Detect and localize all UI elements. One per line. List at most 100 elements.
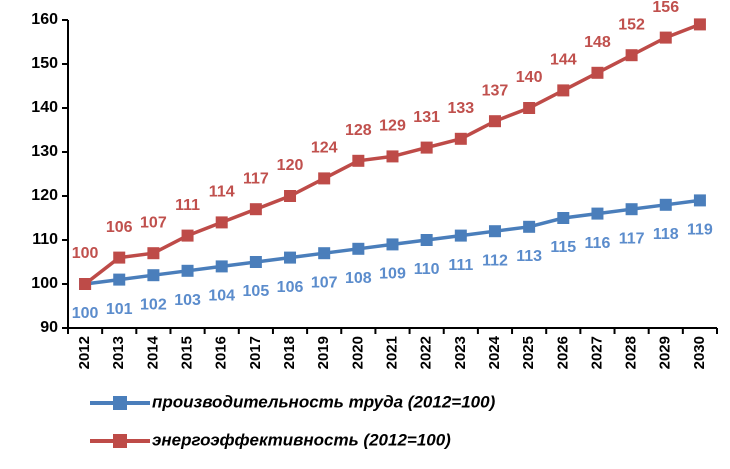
marker <box>557 212 570 224</box>
marker <box>420 141 433 154</box>
marker <box>625 203 638 216</box>
marker <box>284 190 297 202</box>
y-tick-label: 150 <box>31 55 58 72</box>
data-label: 156 <box>652 0 679 16</box>
x-tick-label: 2029 <box>657 336 674 369</box>
marker <box>693 194 706 207</box>
data-label: 106 <box>106 219 133 236</box>
data-label: 109 <box>379 266 406 283</box>
data-label: 115 <box>550 239 576 256</box>
data-label: 105 <box>243 283 270 300</box>
marker <box>352 242 365 255</box>
data-label: 114 <box>209 184 235 201</box>
marker <box>591 207 604 220</box>
data-label: 112 <box>482 252 508 269</box>
x-tick-label: 2023 <box>452 336 469 369</box>
marker <box>284 251 297 264</box>
marker <box>386 150 399 163</box>
data-label: 111 <box>448 257 473 274</box>
data-label: 124 <box>311 140 338 157</box>
marker <box>318 247 331 260</box>
y-tick-label: 130 <box>31 143 58 160</box>
data-label: 140 <box>516 69 543 86</box>
x-tick-label: 2030 <box>691 336 708 369</box>
x-tick-label: 2014 <box>144 335 161 369</box>
x-tick-label: 2019 <box>315 336 332 369</box>
data-label: 104 <box>208 288 235 305</box>
marker <box>147 269 160 282</box>
data-label: 159 <box>687 0 714 3</box>
marker <box>249 203 262 216</box>
y-tick-label: 110 <box>32 231 58 248</box>
data-label: 117 <box>243 170 269 187</box>
marker <box>693 18 706 31</box>
y-tick-label: 100 <box>31 275 58 292</box>
x-tick-label: 2025 <box>520 336 537 369</box>
data-label: 133 <box>447 100 474 117</box>
data-label: 108 <box>345 270 372 287</box>
x-tick-label: 2012 <box>76 336 93 369</box>
y-tick-label: 140 <box>31 99 58 116</box>
data-label: 148 <box>584 34 611 51</box>
x-tick-label: 2017 <box>247 336 264 369</box>
x-tick-label: 2028 <box>623 336 640 369</box>
marker <box>249 256 262 268</box>
legend-marker <box>113 396 127 410</box>
marker <box>523 220 536 233</box>
x-tick-label: 2013 <box>110 336 127 369</box>
legend-marker <box>113 434 127 448</box>
data-label: 120 <box>277 157 304 174</box>
marker <box>659 198 672 211</box>
y-tick-label: 90 <box>40 319 58 336</box>
data-label: 111 <box>175 197 200 214</box>
marker <box>625 49 638 62</box>
data-label: 107 <box>140 214 167 231</box>
data-label: 101 <box>106 301 133 318</box>
x-tick-label: 2024 <box>486 335 503 369</box>
marker <box>352 154 365 167</box>
marker <box>420 234 433 246</box>
data-label: 117 <box>619 230 645 247</box>
x-tick-label: 2016 <box>213 336 230 369</box>
data-label: 129 <box>379 118 406 135</box>
data-label: 137 <box>482 82 509 99</box>
x-tick-label: 2021 <box>383 336 400 369</box>
data-label: 100 <box>72 305 99 322</box>
marker <box>591 66 604 79</box>
x-tick-label: 2015 <box>179 336 196 369</box>
marker <box>488 225 501 238</box>
marker <box>113 251 126 264</box>
y-tick-label: 120 <box>31 187 58 204</box>
marker <box>523 102 536 114</box>
data-label: 118 <box>653 226 679 243</box>
marker <box>318 172 331 185</box>
data-label: 128 <box>345 122 372 139</box>
marker <box>386 238 399 251</box>
data-label: 106 <box>277 279 304 296</box>
marker <box>79 278 92 290</box>
data-label: 131 <box>413 109 440 126</box>
data-label: 116 <box>585 235 611 252</box>
data-label: 103 <box>174 292 201 309</box>
marker <box>454 132 467 145</box>
marker <box>215 260 228 273</box>
data-label: 107 <box>311 274 338 291</box>
data-label: 110 <box>414 261 440 278</box>
x-tick-label: 2022 <box>418 336 435 369</box>
marker <box>181 264 194 277</box>
marker <box>147 247 160 260</box>
data-label: 100 <box>72 245 99 262</box>
x-tick-label: 2027 <box>588 336 605 369</box>
marker <box>113 273 126 286</box>
marker <box>488 115 501 128</box>
y-tick-label: 160 <box>31 11 58 28</box>
legend-label: производительность труда (2012=100) <box>152 392 496 411</box>
data-label: 119 <box>687 222 713 239</box>
marker <box>454 229 467 242</box>
data-label: 102 <box>140 296 167 313</box>
data-label: 144 <box>550 52 577 69</box>
x-tick-label: 2020 <box>349 336 366 369</box>
x-tick-label: 2018 <box>281 336 298 369</box>
data-label: 113 <box>516 248 542 265</box>
